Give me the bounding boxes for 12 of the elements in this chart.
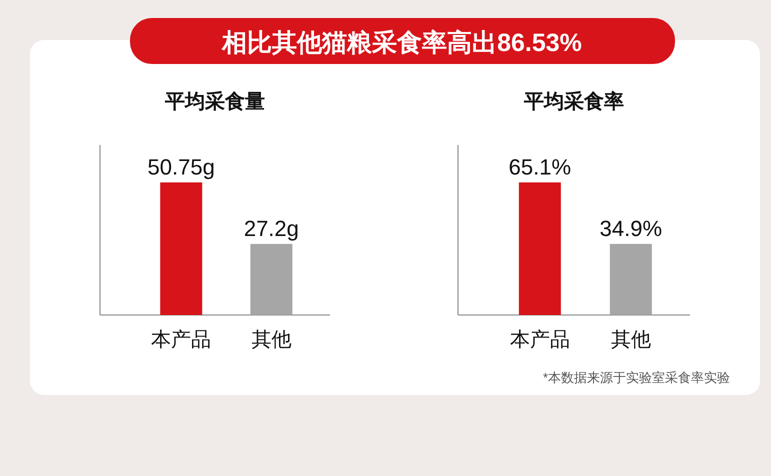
data-label: 50.75g: [148, 154, 215, 180]
chart-title: 平均采食率: [523, 90, 624, 113]
x-tick-label: 其他: [610, 329, 651, 351]
data-label: 65.1%: [508, 154, 572, 180]
text: *本数据来源于实验室采食率实验: [542, 370, 730, 385]
x-tick-label: 本产品: [151, 329, 212, 351]
x-tick-label: 本产品: [510, 329, 570, 351]
chart-title: 平均采食量: [164, 90, 265, 113]
data-label: 27.2g: [244, 216, 299, 241]
x-tick-label: 其他: [251, 329, 292, 351]
data-label: 34.9%: [600, 216, 662, 241]
text: 相比其他猫粮采食率高出86.53%: [221, 29, 582, 57]
